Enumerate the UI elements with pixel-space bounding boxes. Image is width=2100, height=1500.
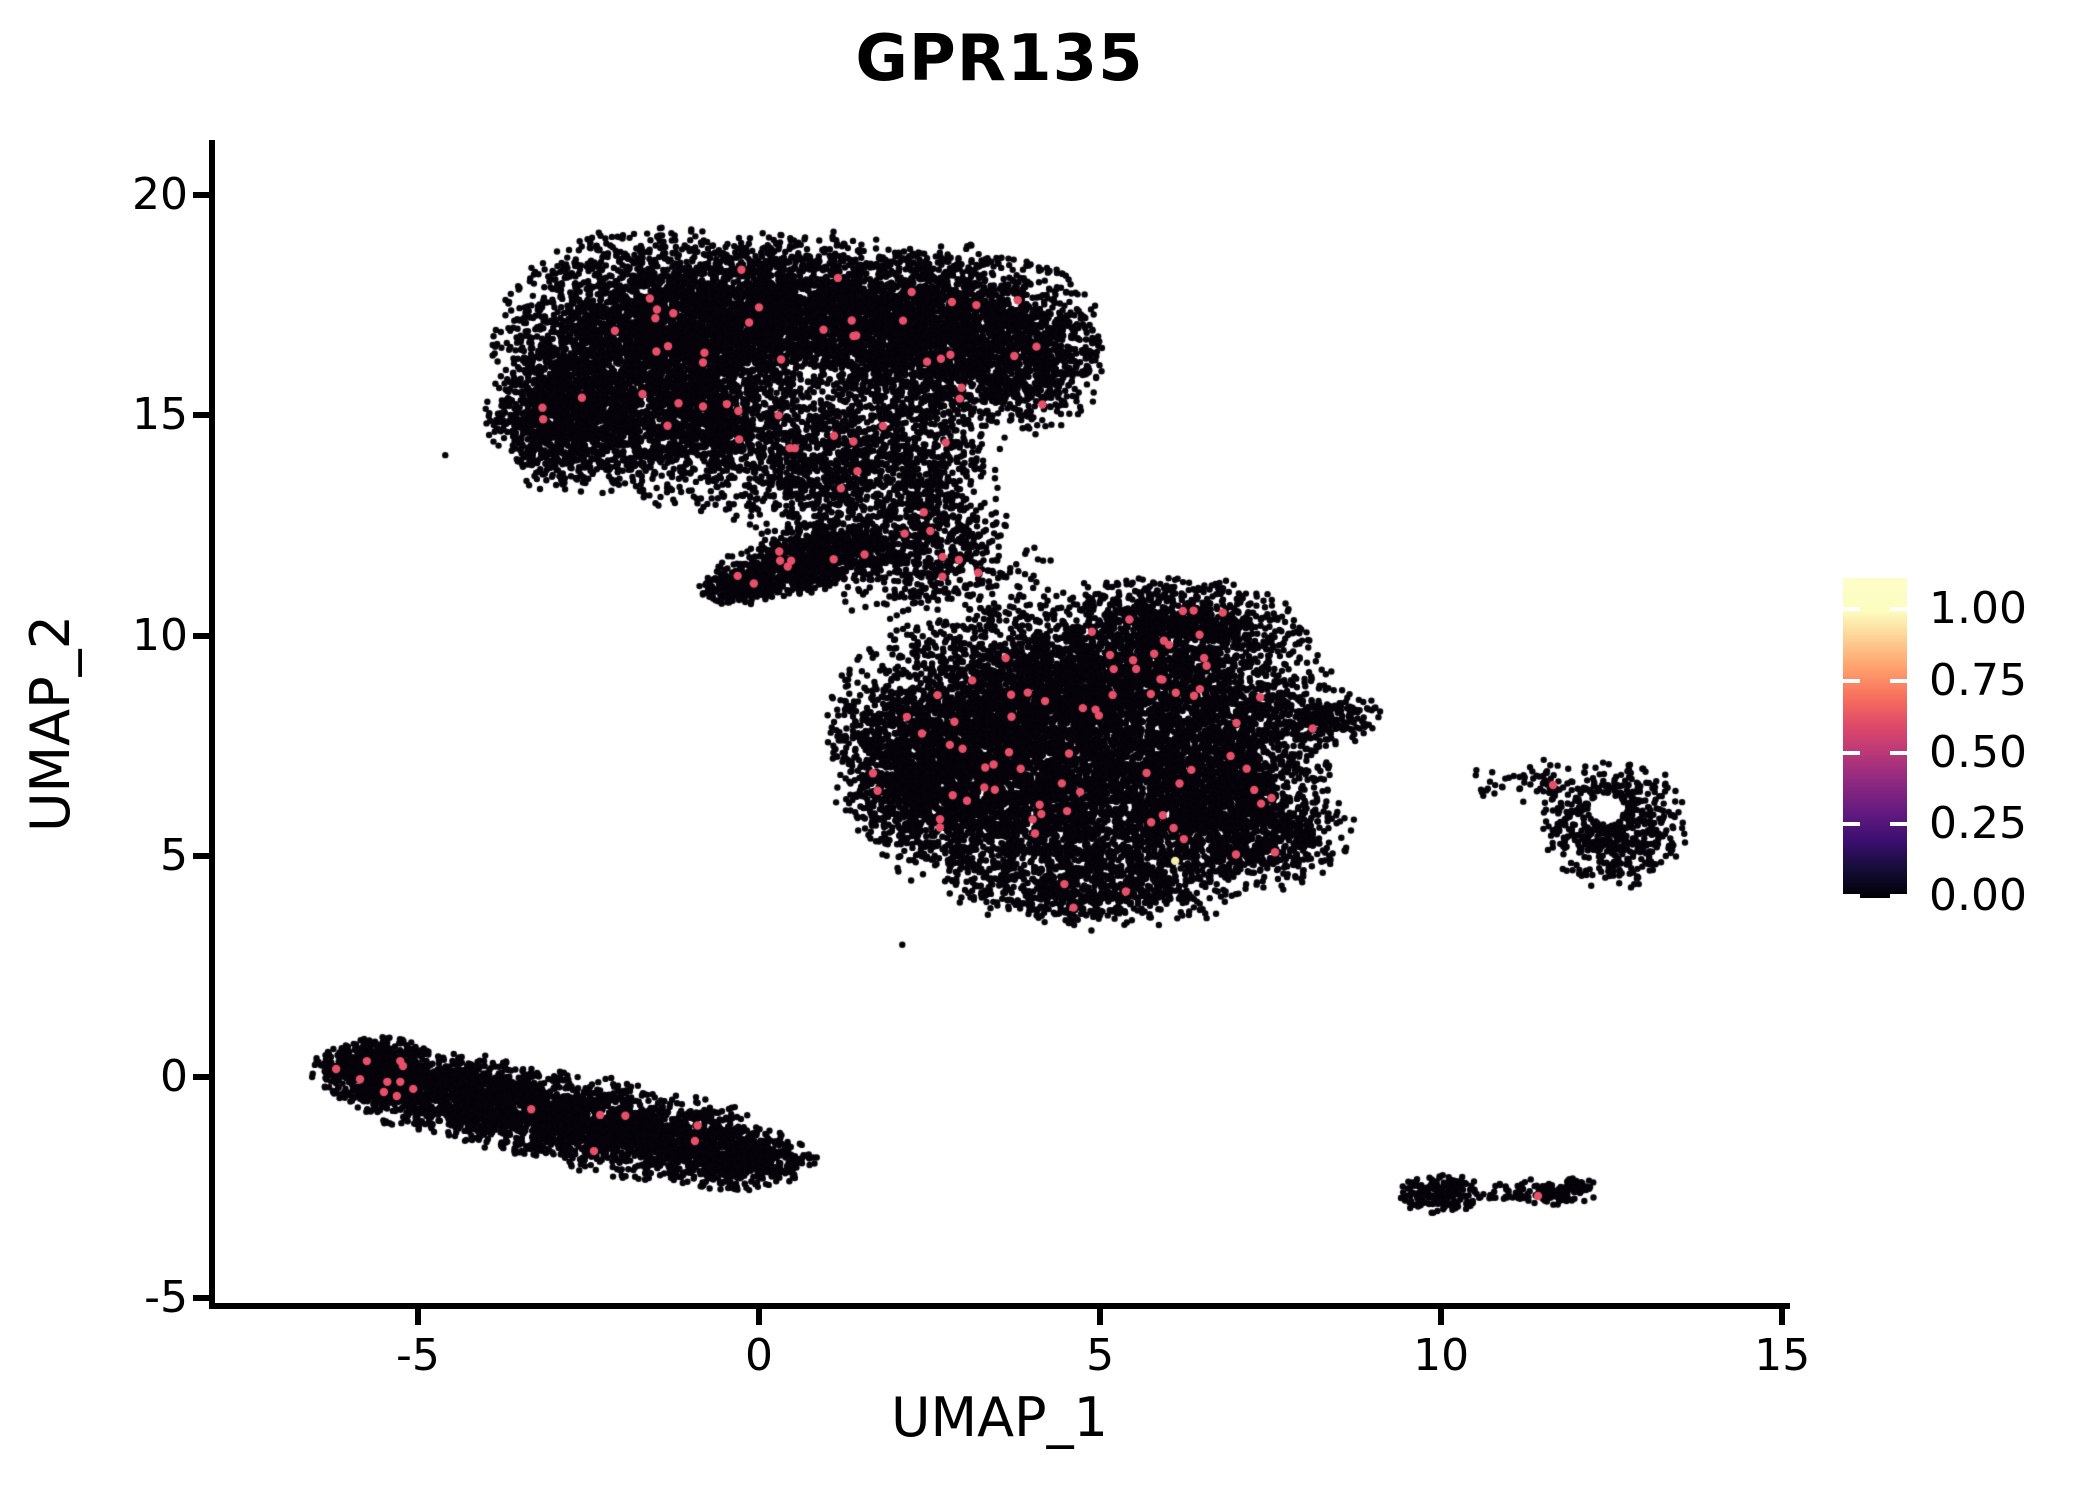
x-axis-title: UMAP_1 bbox=[891, 1386, 1108, 1449]
y-tick-label: 20 bbox=[132, 168, 188, 220]
x-tick-label: 15 bbox=[1754, 1330, 1811, 1381]
colorbar-tick-mark bbox=[1890, 678, 1907, 683]
y-tick-label: 0 bbox=[160, 1050, 188, 1102]
colorbar-tick-mark bbox=[1843, 894, 1860, 898]
y-axis-title-wrap: UMAP_2 bbox=[14, 142, 86, 1305]
y-tick-label: -5 bbox=[144, 1271, 188, 1323]
y-tick bbox=[193, 412, 209, 419]
x-tick bbox=[1779, 1309, 1786, 1325]
x-axis-line bbox=[209, 1303, 1790, 1309]
colorbar-tick-mark bbox=[1843, 750, 1860, 755]
y-tick bbox=[193, 853, 209, 860]
x-tick bbox=[414, 1309, 421, 1325]
colorbar-tick-label: 0.00 bbox=[1929, 870, 2027, 921]
colorbar-tick-mark bbox=[1890, 822, 1907, 827]
colorbar-tick-label: 0.25 bbox=[1929, 798, 2027, 850]
x-tick-label: 0 bbox=[745, 1330, 774, 1381]
colorbar-tick-label: 0.50 bbox=[1929, 726, 2027, 778]
x-tick-label: 10 bbox=[1413, 1330, 1470, 1381]
colorbar-tick-label: 0.75 bbox=[1929, 654, 2027, 706]
chart-title: GPR135 bbox=[855, 22, 1144, 96]
colorbar-tick-mark bbox=[1890, 750, 1907, 755]
y-axis-line bbox=[209, 140, 215, 1306]
x-tick bbox=[756, 1309, 763, 1325]
colorbar bbox=[1843, 578, 1907, 898]
colorbar-tick-mark bbox=[1843, 607, 1860, 611]
colorbar-tick-mark bbox=[1843, 822, 1860, 827]
x-tick-label: 5 bbox=[1086, 1330, 1115, 1381]
y-tick-label: 15 bbox=[132, 389, 188, 441]
y-tick-label: 10 bbox=[132, 609, 188, 661]
colorbar-tick-mark bbox=[1890, 894, 1907, 898]
y-axis-title: UMAP_2 bbox=[18, 615, 82, 832]
y-tick bbox=[193, 1073, 209, 1080]
y-tick bbox=[193, 632, 209, 639]
x-tick bbox=[1097, 1309, 1104, 1325]
y-tick bbox=[193, 191, 209, 198]
x-tick bbox=[1438, 1309, 1445, 1325]
colorbar-tick-mark bbox=[1890, 607, 1907, 611]
x-tick-label: -5 bbox=[396, 1330, 440, 1381]
y-tick-label: 5 bbox=[160, 830, 188, 882]
colorbar-tick-mark bbox=[1843, 678, 1860, 683]
colorbar-tick-label: 1.00 bbox=[1929, 583, 2027, 634]
y-tick bbox=[193, 1294, 209, 1301]
